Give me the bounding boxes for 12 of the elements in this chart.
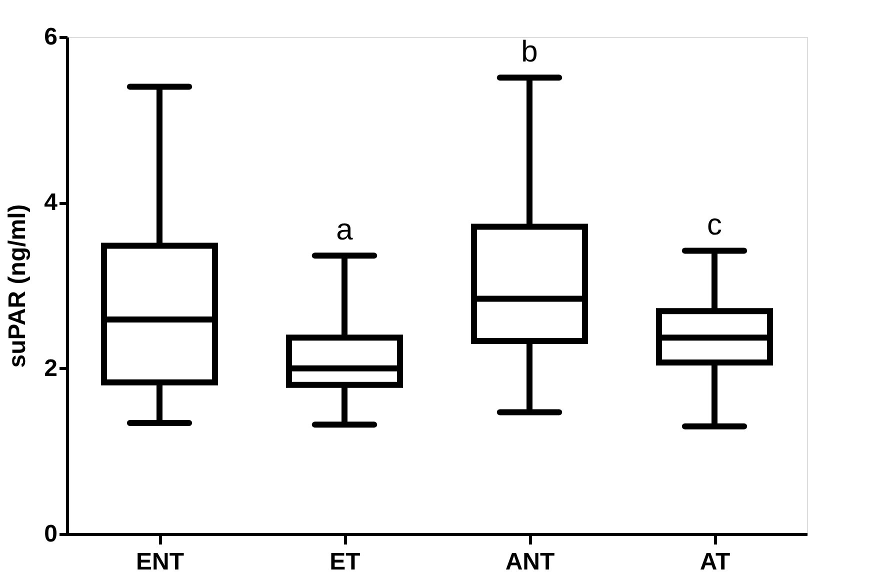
y-tick-label: 0 — [44, 520, 58, 548]
y-axis-title: suPAR (ng/ml) — [4, 204, 32, 368]
annotation: c — [707, 208, 722, 242]
annotation: b — [521, 36, 538, 69]
y-tick-label: 4 — [44, 189, 58, 216]
x-tick-label: AT — [700, 548, 730, 576]
x-tick-label: ENT — [136, 548, 184, 576]
x-tick-label: ET — [330, 548, 361, 576]
x-tick-label: ANT — [505, 548, 555, 576]
y-tick-label: 6 — [44, 24, 58, 50]
y-tick-label: 2 — [44, 354, 58, 382]
annotation: a — [336, 214, 354, 247]
